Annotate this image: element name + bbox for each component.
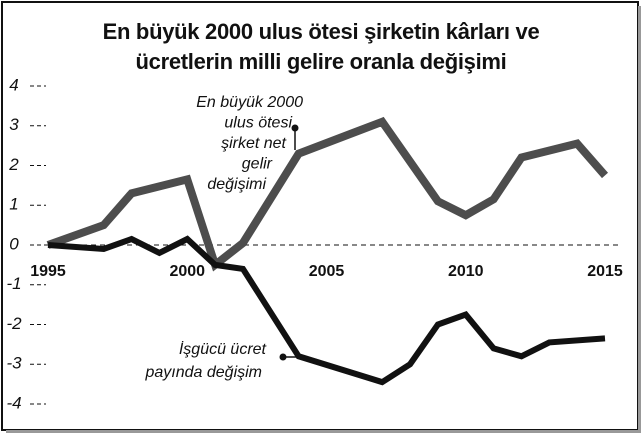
- annotation-dot: [279, 353, 287, 361]
- x-tick-label: 2010: [448, 263, 484, 280]
- frame-shadow: [638, 6, 641, 432]
- y-tick-label: 0: [9, 234, 19, 253]
- x-tick-label: 1995: [30, 263, 66, 280]
- x-tick-label: 2000: [169, 263, 205, 280]
- annotation: ulus ötesi: [224, 115, 292, 132]
- y-tick-label: -4: [6, 393, 21, 412]
- annotation: gelir: [242, 156, 273, 173]
- y-tick-label: 4: [9, 75, 18, 94]
- y-tick-label: -1: [6, 274, 21, 293]
- y-tick-label: -3: [6, 354, 22, 373]
- annotation: En büyük 2000: [196, 94, 303, 111]
- y-tick-label: 2: [8, 155, 19, 174]
- annotation: İşgücü ücret: [179, 339, 267, 358]
- annotation: değişimi: [207, 176, 266, 193]
- series-line: [46, 116, 609, 272]
- y-tick-label: 3: [9, 115, 19, 134]
- chart-title: En büyük 2000 ulus ötesi şirketin kârlar…: [103, 19, 540, 44]
- x-tick-label: 2005: [309, 263, 345, 280]
- series-line: [47, 235, 606, 386]
- frame-shadow: [6, 430, 641, 433]
- x-tick-label: 2015: [587, 263, 623, 280]
- y-tick-label: 1: [9, 195, 18, 214]
- y-tick-label: -2: [6, 314, 22, 333]
- annotation-dot: [291, 124, 299, 132]
- annotation: şirket net: [221, 135, 286, 152]
- chart-title: ücretlerin milli gelire oranla değişimi: [136, 49, 507, 74]
- annotation: payında değişim: [144, 364, 262, 381]
